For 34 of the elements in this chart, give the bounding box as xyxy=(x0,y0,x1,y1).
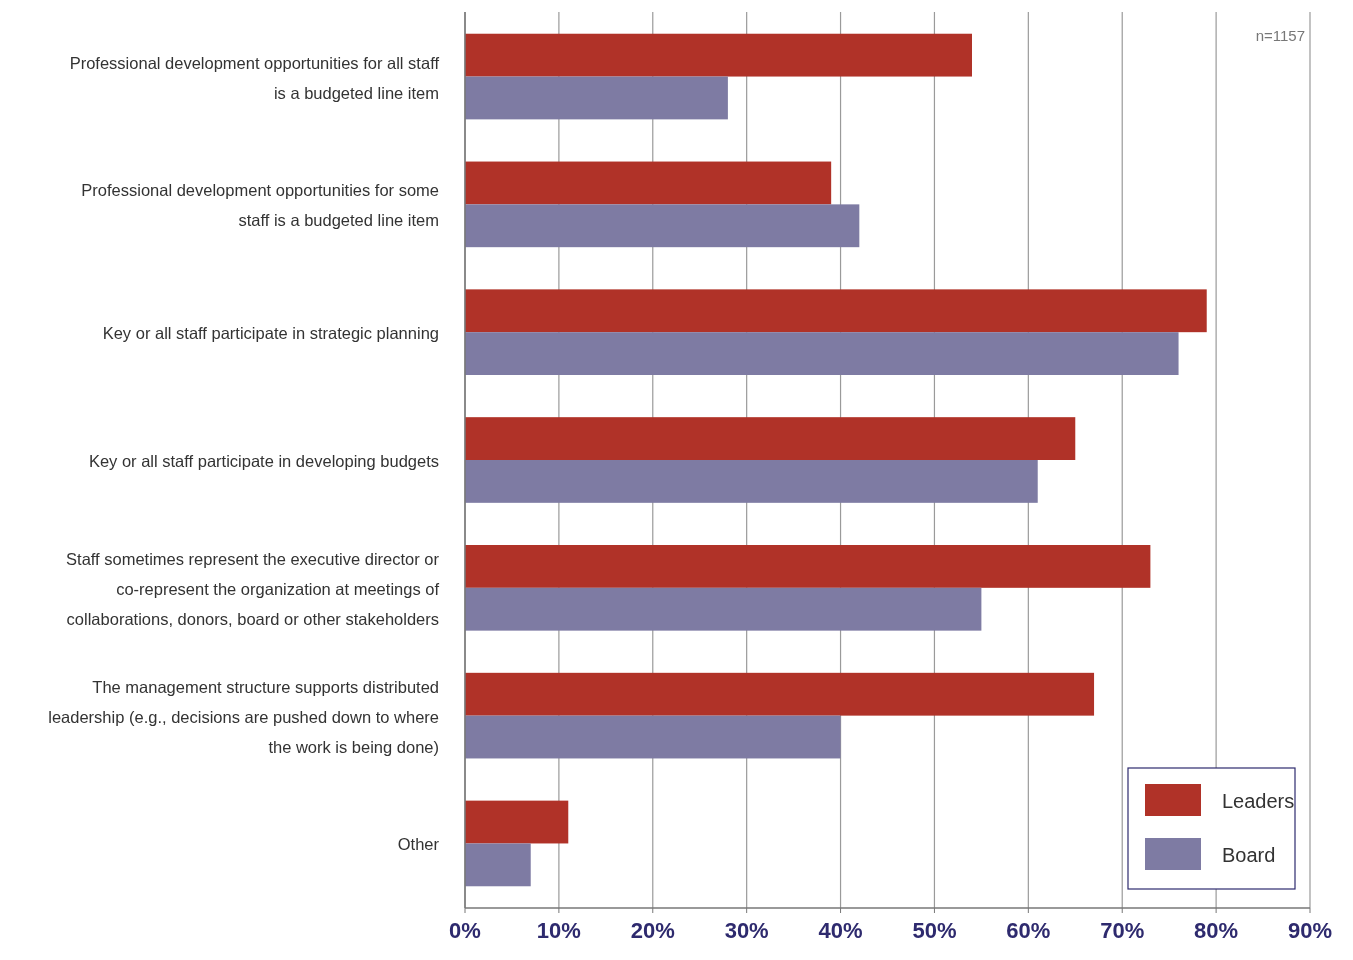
x-tick-label: 90% xyxy=(1287,918,1333,943)
y-tick-label: Key or all staff participate in developing budgets xyxy=(88,452,439,470)
annotation: n=1157 xyxy=(1255,27,1305,44)
bar xyxy=(465,289,1207,333)
x-tick-label: 60% xyxy=(1006,918,1051,943)
bar xyxy=(465,332,1179,375)
bar xyxy=(465,204,860,248)
legend-label: Board xyxy=(1222,844,1276,866)
bar xyxy=(465,33,972,77)
x-tick-label: 50% xyxy=(912,918,957,943)
x-tick-label: 20% xyxy=(630,918,675,943)
bar xyxy=(465,672,1095,716)
bar xyxy=(465,417,1076,460)
y-tick-label: Key or all staff participate in strategic planning xyxy=(102,324,439,343)
x-tick-label: 80% xyxy=(1194,918,1239,943)
bar xyxy=(465,587,982,631)
y-tick-label: Staff sometimes represent the executive director or co-represent the organization at meetings of collaborations, donors, board or other stakeholders xyxy=(66,549,440,628)
bar xyxy=(465,76,728,120)
y-tick-label: Professional development opportunities for some staff is a budgeted line item xyxy=(81,181,439,230)
x-tick-label: 30% xyxy=(724,918,769,943)
bar xyxy=(465,843,531,887)
x-tick-label: 0% xyxy=(449,918,481,943)
y-tick-label: Other xyxy=(397,835,440,854)
x-tick-label: 70% xyxy=(1100,918,1145,943)
x-tick-label: 10% xyxy=(536,918,581,943)
bar xyxy=(465,800,569,844)
y-tick-label: The management structure supports distributed leadership (e.g., decisions are pushed down to where the work is being done) xyxy=(48,677,439,756)
bar xyxy=(465,545,1151,588)
y-tick-label: Professional development opportunities for all staff is a budgeted line item xyxy=(69,53,440,102)
legend-label: Leaders xyxy=(1222,790,1295,812)
bar xyxy=(465,715,841,759)
bar xyxy=(465,161,832,205)
bar xyxy=(465,460,1038,503)
x-tick-label: 40% xyxy=(818,918,863,943)
